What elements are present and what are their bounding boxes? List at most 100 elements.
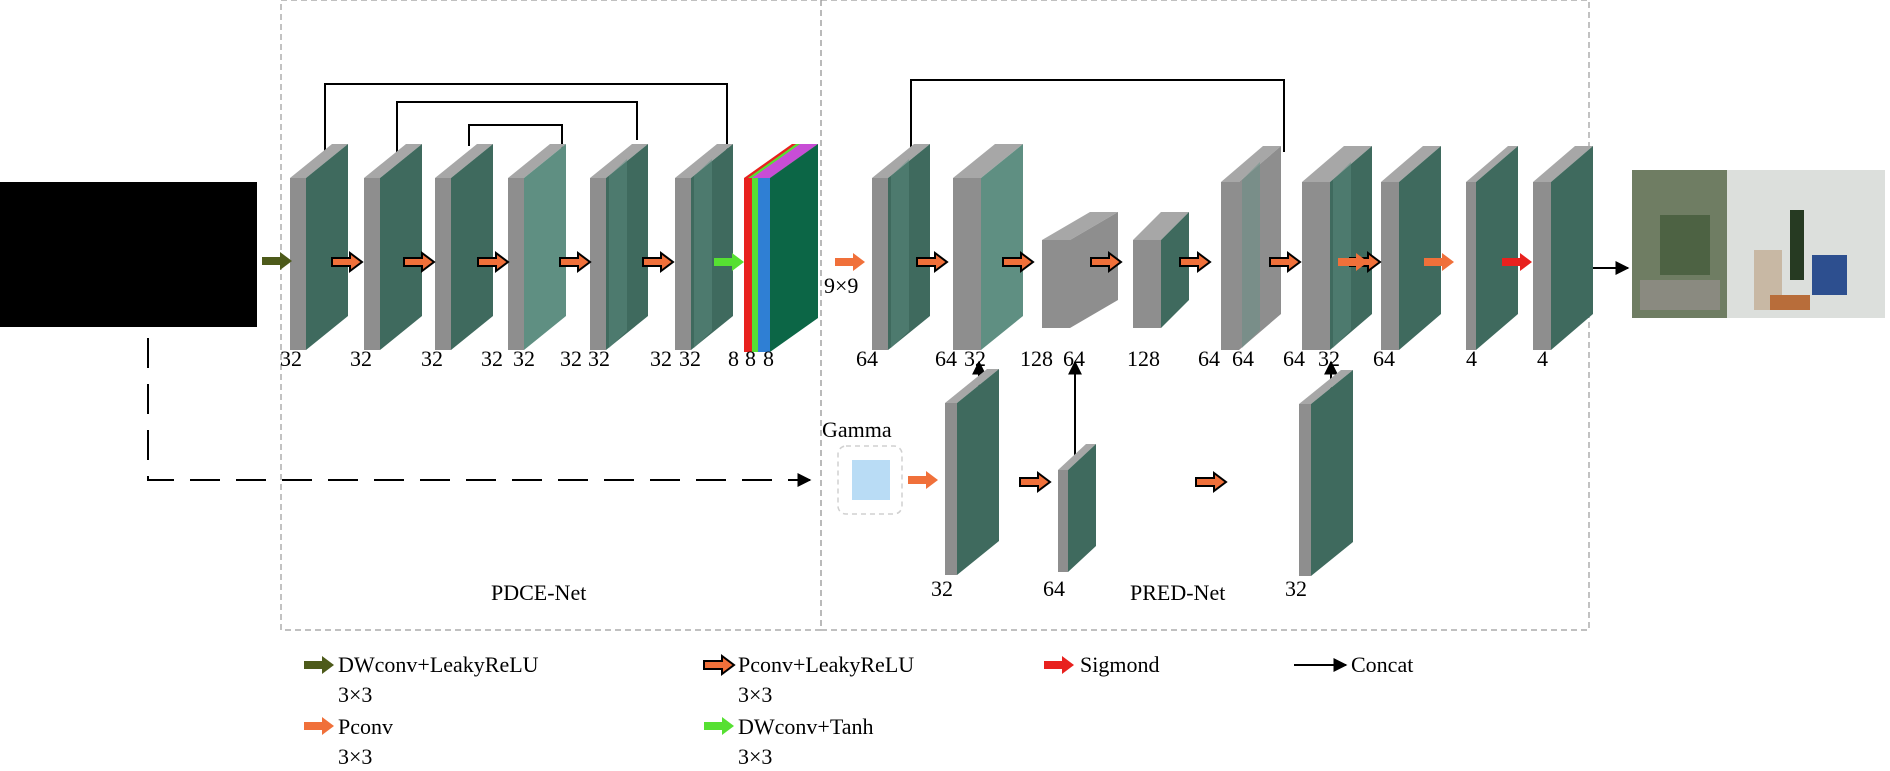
pconv-leaky-arrow	[477, 251, 510, 273]
pconv-leaky-arrow	[1195, 471, 1228, 493]
legend-arrow-pconv	[304, 717, 334, 735]
kernel-size-label: 9×9	[824, 273, 858, 298]
pconv-leaky-arrow	[403, 251, 436, 273]
channel-count-label: 32	[1318, 346, 1340, 371]
channel-count-label: 32	[481, 346, 503, 371]
feature-block	[1302, 146, 1372, 350]
pconv-leaky-arrow	[331, 251, 364, 273]
channel-count-label: 64	[1063, 346, 1085, 371]
channel-count-label: 64	[1198, 346, 1220, 371]
pred-net-label: PRED-Net	[1130, 580, 1225, 605]
gamma-fill	[852, 460, 890, 500]
feature-block	[364, 144, 422, 350]
feature-block	[1533, 146, 1593, 350]
gamma-label: Gamma	[822, 417, 892, 442]
legend-sub-pconv: 3×3	[338, 744, 372, 769]
channel-count-label: 32	[964, 346, 986, 371]
gamma-block	[837, 445, 903, 515]
channel-count-label: 4	[1537, 346, 1548, 371]
legend-arrow-sigmoid	[1044, 656, 1074, 674]
pconv-leaky-arrow	[1019, 471, 1052, 493]
channel-count-label: 128	[1020, 346, 1053, 371]
channel-count-label: 4	[1466, 346, 1477, 371]
channel-labels: 32 32 32 32 32 32 32 32 32 8 8 8 64 64 32 128 64 128 64 64 6…	[280, 346, 1548, 601]
legend-arrow-pconv-leaky	[703, 654, 736, 676]
feature-block	[675, 144, 733, 350]
channel-count-label: 64	[1373, 346, 1395, 371]
gamma-dashed-path	[147, 338, 812, 487]
sigmoid-arrow	[1502, 253, 1532, 271]
pconv-leaky-arrow	[1090, 251, 1123, 273]
feature-block	[945, 369, 999, 575]
skip-connection-middle	[396, 101, 638, 158]
curve-parameter-block	[744, 144, 818, 352]
feature-block	[953, 144, 1023, 350]
skip-connection-pred	[910, 79, 1285, 158]
pconv-arrow	[835, 253, 865, 271]
channel-count-label: 64	[1043, 576, 1065, 601]
legend-sub-pconv-leaky: 3×3	[738, 682, 772, 707]
legend-sub-dwconv-tanh: 3×3	[738, 744, 772, 769]
channel-count-label: 8	[745, 346, 756, 371]
feature-block	[290, 144, 348, 350]
output-image	[1632, 170, 1885, 318]
feature-block	[1299, 370, 1353, 576]
feature-block	[1042, 212, 1118, 328]
feature-block	[435, 144, 493, 350]
legend-label-pconv: Pconv	[338, 714, 393, 739]
feature-block	[1133, 212, 1189, 328]
feature-block	[508, 144, 566, 350]
pconv-leaky-arrow	[642, 251, 675, 273]
channel-count-label: 8	[728, 346, 739, 371]
skip-connection-outer	[324, 83, 728, 158]
channel-count-label: 64	[1232, 346, 1254, 371]
pconv-arrow	[908, 471, 938, 489]
legend-label-dwconv-leaky: DWconv+LeakyReLU	[338, 652, 539, 677]
pconv-leaky-arrow	[916, 251, 949, 273]
channel-count-label: 64	[935, 346, 957, 371]
channel-count-label: 32	[931, 576, 953, 601]
channel-count-label: 32	[650, 346, 672, 371]
channel-count-label: 32	[421, 346, 443, 371]
input-image	[0, 182, 257, 327]
feature-block	[1221, 146, 1281, 350]
feature-block	[590, 144, 648, 350]
pconv-arrow	[1424, 253, 1454, 271]
channel-count-label: 128	[1127, 346, 1160, 371]
channel-count-label: 32	[560, 346, 582, 371]
feature-block	[1466, 146, 1518, 350]
legend-arrows	[304, 654, 1348, 735]
feature-blocks	[290, 144, 1593, 576]
feature-block	[1381, 146, 1441, 350]
channel-count-label: 32	[350, 346, 372, 371]
channel-count-label: 64	[856, 346, 878, 371]
pconv-leaky-arrow	[559, 251, 592, 273]
pconv-leaky-arrow	[1269, 251, 1302, 273]
dwconv-leaky-arrow	[262, 252, 292, 270]
pconv-leaky-arrow	[1179, 251, 1212, 273]
pconv-leaky-arrow	[1002, 251, 1035, 273]
feature-block	[872, 144, 930, 350]
legend-label-dwconv-tanh: DWconv+Tanh	[738, 714, 874, 739]
pdce-net-label: PDCE-Net	[491, 580, 586, 605]
channel-count-label: 64	[1283, 346, 1305, 371]
channel-count-label: 32	[679, 346, 701, 371]
feature-block	[1058, 444, 1096, 572]
pconv-arrow	[1338, 253, 1368, 271]
flow-arrows	[262, 251, 1532, 493]
dwconv-tanh-arrow	[714, 253, 744, 271]
legend-label-sigmoid: Sigmond	[1080, 652, 1159, 677]
channel-count-label: 8	[763, 346, 774, 371]
channel-count-label: 32	[588, 346, 610, 371]
legend-arrow-dwconv-tanh	[704, 717, 734, 735]
legend-label-concat: Concat	[1351, 652, 1413, 677]
channel-count-label: 32	[513, 346, 535, 371]
skip-connection-inner	[468, 124, 563, 152]
channel-count-label: 32	[1285, 576, 1307, 601]
legend: DWconv+LeakyReLU 3×3 Pconv 3×3 Pconv+Lea…	[304, 652, 1413, 769]
legend-label-pconv-leaky: Pconv+LeakyReLU	[738, 652, 914, 677]
channel-count-label: 32	[280, 346, 302, 371]
legend-arrow-dwconv	[304, 656, 334, 674]
legend-sub-dwconv-leaky: 3×3	[338, 682, 372, 707]
